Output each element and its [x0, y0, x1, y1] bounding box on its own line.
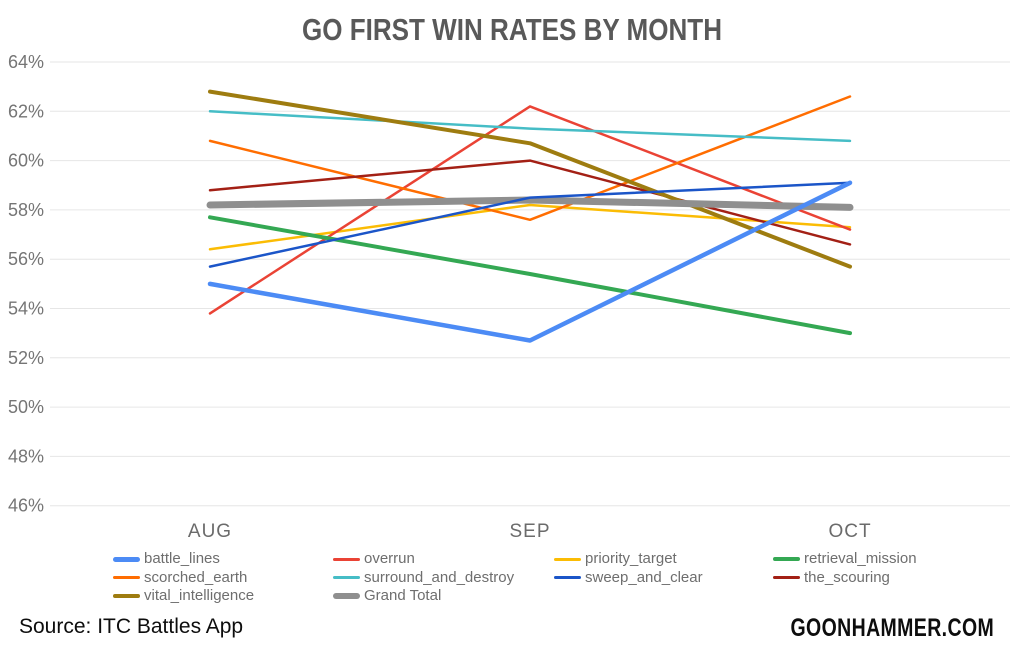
- legend-item-surround_and_destroy: surround_and_destroy: [333, 569, 554, 588]
- x-axis-label-sep: SEP: [509, 521, 550, 542]
- series-line-retrieval_mission: [208, 215, 852, 336]
- x-axis-labels: AUG SEP OCT: [188, 521, 871, 542]
- legend-label: battle_lines: [144, 550, 220, 567]
- legend-swatch: [113, 594, 140, 599]
- chart-legend: battle_lines overrun priority_target retrie…: [113, 550, 1023, 606]
- series-lines-group: [206, 89, 854, 343]
- legend-swatch: [773, 557, 800, 562]
- legend-item-sweep_and_clear: sweep_and_clear: [554, 569, 773, 588]
- source-note: Source: ITC Battles App: [19, 615, 244, 638]
- y-axis-tick-label: 64%: [8, 52, 44, 72]
- y-axis-tick-label: 52%: [8, 348, 44, 368]
- legend-swatch: [333, 557, 360, 561]
- legend-item-the_scouring: the_scouring: [773, 569, 1023, 588]
- y-axis-tick-label: 46%: [8, 496, 44, 516]
- y-axis-tick-label: 50%: [8, 397, 44, 417]
- legend-label: scorched_earth: [144, 568, 248, 586]
- y-axis-tick-labels: 64% 62% 60% 58% 56% 54% 52% 50% 48% 46%: [8, 52, 44, 516]
- x-axis-label-aug: AUG: [188, 521, 232, 542]
- y-axis-tick-label: 60%: [8, 151, 44, 171]
- legend-label: retrieval_mission: [804, 550, 917, 567]
- series-line-vital_intelligence: [208, 89, 852, 269]
- legend-item-overrun: overrun: [333, 550, 554, 569]
- series-line-priority_target: [208, 203, 852, 251]
- series-line-the_scouring: [208, 159, 852, 246]
- legend-item-priority_target: priority_target: [554, 550, 773, 569]
- legend-item-grand-total: Grand Total: [333, 587, 554, 606]
- legend-label: overrun: [364, 550, 415, 567]
- legend-label: surround_and_destroy: [364, 568, 515, 586]
- legend-label: Grand Total: [364, 587, 442, 604]
- legend-label: the_scouring: [804, 568, 890, 586]
- chart-canvas: 64% 62% 60% 58% 56% 54% 52% 50% 48% 46% AUG SEP OCT: [8, 52, 1010, 542]
- legend-item-scorched_earth: scorched_earth: [113, 569, 333, 588]
- legend-item-battle_lines: battle_lines: [113, 550, 333, 569]
- series-line-sweep_and_clear: [208, 181, 852, 268]
- y-axis-tick-label: 62%: [8, 101, 44, 121]
- legend-label: vital_intelligence: [144, 587, 255, 604]
- x-axis-label-oct: OCT: [828, 521, 871, 542]
- y-axis-tick-label: 54%: [8, 299, 44, 319]
- legend-swatch: [554, 576, 581, 580]
- chart-title: GO FIRST WIN RATES BY MONTH: [301, 12, 722, 47]
- series-line-grand-total: [206, 196, 854, 211]
- legend-label: sweep_and_clear: [585, 568, 703, 586]
- legend-item-vital_intelligence: vital_intelligence: [113, 587, 333, 606]
- series-line-battle_lines: [207, 180, 853, 343]
- y-axis-tick-label: 56%: [8, 249, 44, 269]
- legend-swatch: [773, 576, 800, 580]
- legend-swatch: [113, 557, 140, 562]
- legend-item-retrieval_mission: retrieval_mission: [773, 550, 1023, 569]
- y-axis-tick-label: 48%: [8, 446, 44, 466]
- legend-swatch: [333, 576, 360, 580]
- legend-label: priority_target: [585, 550, 677, 567]
- y-axis-tick-label: 58%: [8, 200, 44, 220]
- legend-swatch: [554, 557, 581, 561]
- brand-watermark: GOONHAMMER.COM: [790, 614, 994, 642]
- series-line-surround_and_destroy: [208, 110, 852, 143]
- legend-swatch: [333, 593, 360, 600]
- legend-swatch: [113, 576, 140, 580]
